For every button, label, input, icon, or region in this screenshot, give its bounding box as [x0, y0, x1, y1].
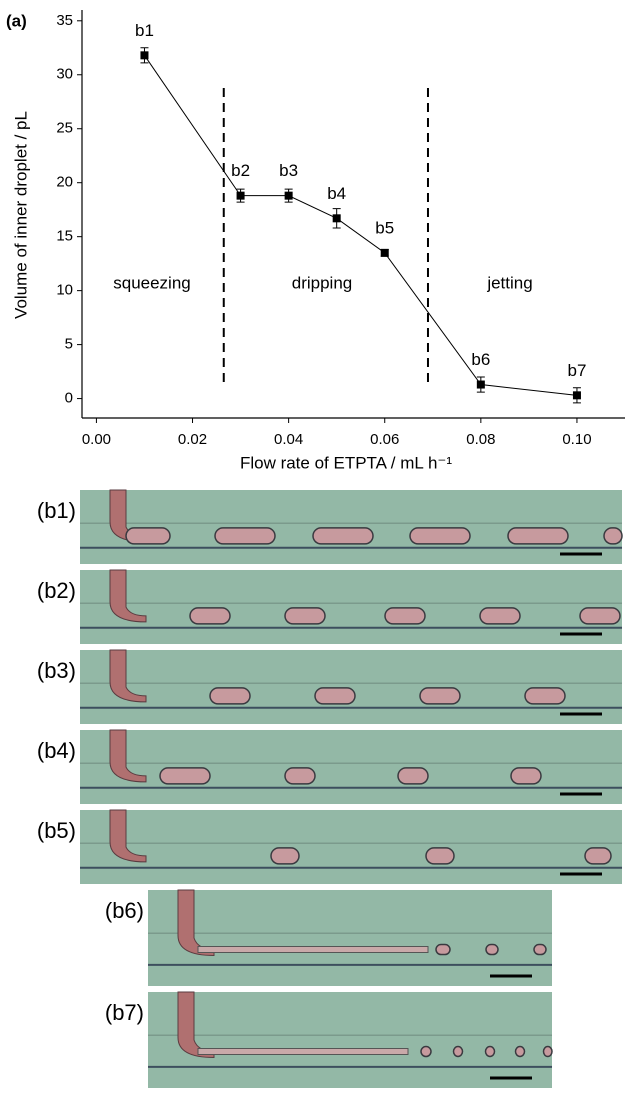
jet [197, 1048, 409, 1056]
region-label: squeezing [113, 273, 191, 292]
droplet [270, 847, 300, 865]
point-label: b6 [471, 350, 490, 369]
droplet [542, 1045, 553, 1058]
droplet [507, 527, 569, 545]
data-point [332, 214, 341, 223]
image-label: (b5) [37, 818, 76, 843]
nozzle [109, 649, 147, 703]
droplet [485, 943, 499, 956]
image-background [80, 570, 622, 644]
droplet [479, 607, 521, 625]
x-tick-label: 0.04 [274, 431, 303, 448]
x-axis-label: Flow rate of ETPTA / mL h⁻¹ [240, 453, 452, 472]
point-label: b4 [327, 184, 346, 203]
image-label: (b1) [37, 498, 76, 523]
data-point [380, 248, 389, 257]
droplet [419, 687, 461, 705]
point-label: b3 [279, 161, 298, 180]
data-point [140, 51, 149, 60]
x-tick-label: 0.10 [562, 431, 591, 448]
nozzle [109, 569, 147, 623]
image-background [80, 810, 622, 884]
droplet [510, 767, 542, 785]
droplet [484, 1045, 496, 1058]
droplet [125, 527, 171, 545]
droplet [159, 767, 211, 785]
x-tick-label: 0.06 [370, 431, 399, 448]
x-tick-label: 0.02 [178, 431, 207, 448]
jet [197, 946, 429, 954]
point-label: b1 [135, 21, 154, 40]
image-background [80, 490, 622, 564]
droplet [409, 527, 471, 545]
droplet [579, 607, 621, 625]
droplet [584, 847, 612, 865]
droplet [312, 527, 374, 545]
point-label: b2 [231, 161, 250, 180]
y-tick-label: 20 [56, 174, 73, 191]
data-point [236, 191, 245, 200]
nozzle [109, 729, 147, 783]
image-label: (b3) [37, 658, 76, 683]
image-background [80, 730, 622, 804]
image-label: (b6) [105, 898, 144, 923]
image-background [148, 992, 552, 1088]
y-tick-label: 5 [65, 336, 73, 353]
y-tick-label: 35 [56, 12, 73, 29]
y-tick-label: 25 [56, 120, 73, 137]
region-label: jetting [486, 273, 532, 292]
micrograph [80, 489, 623, 564]
droplet [384, 607, 426, 625]
y-tick-label: 10 [56, 282, 73, 299]
point-label: b7 [567, 361, 586, 380]
micrograph [148, 991, 553, 1088]
region-label: dripping [292, 273, 353, 292]
droplet [209, 687, 251, 705]
droplet [533, 943, 547, 956]
data-point [284, 191, 293, 200]
image-label: (b2) [37, 578, 76, 603]
droplet [397, 767, 429, 785]
data-point [572, 391, 581, 400]
droplet [214, 527, 276, 545]
panel-label: (a) [6, 11, 27, 30]
y-axis-label: Volume of inner droplet / pL [11, 111, 30, 319]
point-label: b5 [375, 218, 394, 237]
x-tick-label: 0.00 [82, 431, 111, 448]
micrograph [80, 729, 622, 804]
droplet [524, 687, 566, 705]
droplet [284, 607, 326, 625]
micrograph [80, 569, 622, 644]
droplet [189, 607, 231, 625]
micrograph [148, 889, 552, 986]
data-point [476, 380, 485, 389]
droplet [314, 687, 356, 705]
droplet [514, 1045, 526, 1058]
y-tick-label: 30 [56, 66, 73, 83]
micrograph [80, 649, 622, 724]
image-label: (b7) [105, 1000, 144, 1025]
droplet [603, 527, 623, 545]
y-tick-label: 0 [65, 390, 73, 407]
micrograph [80, 809, 622, 884]
image-background [148, 890, 552, 986]
droplet [452, 1045, 464, 1058]
droplet [284, 767, 316, 785]
image-label: (b4) [37, 738, 76, 763]
droplet [435, 943, 451, 956]
nozzle [109, 809, 147, 863]
image-background [80, 650, 622, 724]
droplet [425, 847, 455, 865]
x-tick-label: 0.08 [466, 431, 495, 448]
data-line [144, 55, 578, 396]
y-tick-label: 15 [56, 228, 73, 245]
droplet [420, 1045, 432, 1058]
